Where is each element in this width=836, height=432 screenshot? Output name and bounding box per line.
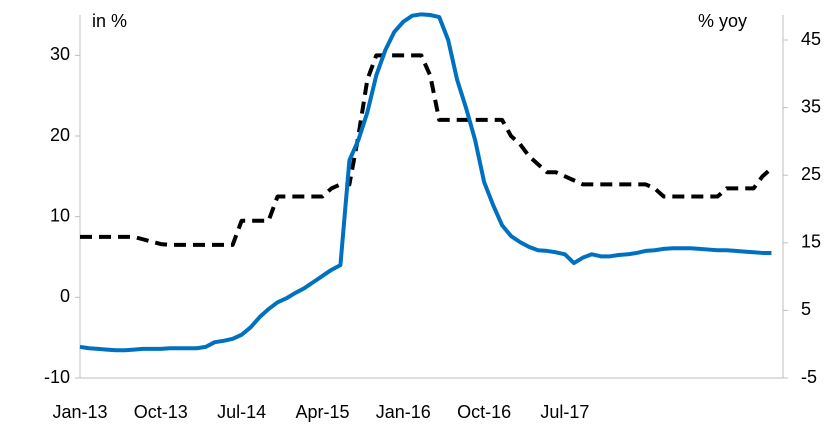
x-tick-label: Jan-13 (52, 402, 107, 422)
x-tick-label: Oct-13 (134, 402, 188, 422)
y-tick-label: 0 (60, 286, 70, 306)
y2-tick-label: 25 (801, 164, 821, 184)
y2-tick-label: -5 (801, 367, 817, 387)
y2-tick-label: 5 (801, 299, 811, 319)
y-axis-label: in % (92, 11, 127, 31)
y2-tick-label: 45 (801, 29, 821, 49)
x-tick-label: Oct-16 (457, 402, 511, 422)
y-tick-label: -10 (44, 367, 70, 387)
y2-tick-label: 35 (801, 96, 821, 116)
line-series (79, 12, 772, 353)
x-tick-label: Apr-15 (295, 402, 349, 422)
x-tick-label: Jul-14 (217, 402, 266, 422)
y2-tick-label: 15 (801, 232, 821, 252)
y-tick-label: 10 (50, 205, 70, 225)
y-tick-label: 30 (50, 44, 70, 64)
line-series (80, 53, 773, 247)
y-tick-label: 20 (50, 125, 70, 145)
y2-axis-label: % yoy (698, 11, 747, 31)
x-tick-label: Jul-17 (540, 402, 589, 422)
x-tick-label: Jan-16 (376, 402, 431, 422)
